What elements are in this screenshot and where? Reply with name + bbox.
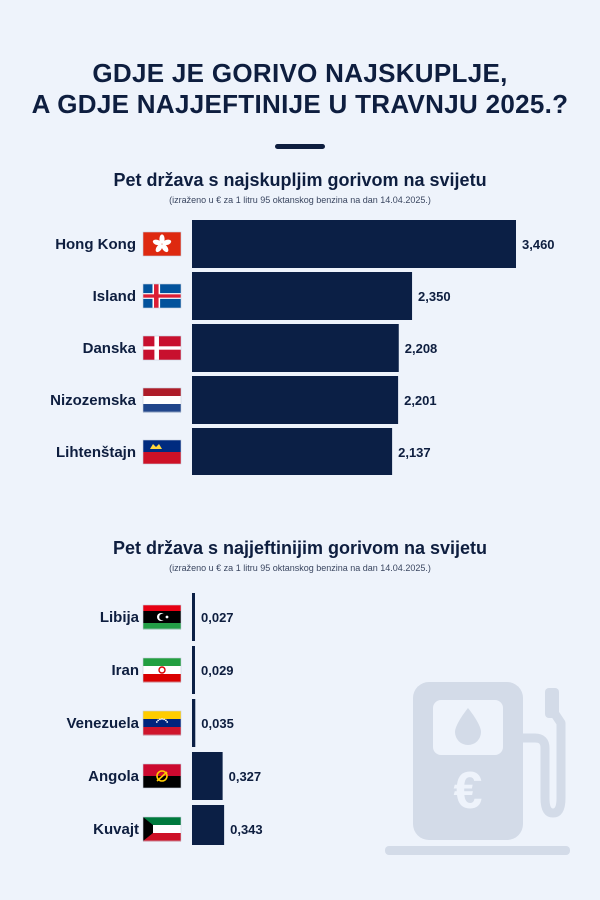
value-label: 3,460 [522,237,555,252]
flag-netherlands-icon [142,387,182,413]
bar-row-1: Hong Kong 3,460 [55,220,555,268]
bar-mark [192,376,399,424]
value-label: 0,035 [201,716,234,731]
flag-iceland-icon [142,283,182,309]
chart2-subtitle: (izraženo u € za 1 litru 95 oktanskog be… [169,563,431,573]
category-label: Iran [111,662,139,679]
value-label: 0,343 [230,822,263,837]
flag-liechtenstein-icon [142,439,182,465]
flag-kuwait-icon [142,816,182,842]
value-label: 2,137 [398,445,431,460]
bar-row-5: Kuvajt 0,343 [93,805,263,845]
category-label: Lihtenštajn [56,444,136,461]
flag-libya-icon [142,604,182,630]
bar-mark [192,699,196,747]
category-label: Hong Kong [55,236,136,253]
value-label: 2,350 [418,289,451,304]
bar-row-3: Venezuela 0,035 [66,699,234,747]
flag-iran-icon [142,657,182,683]
page-title: GDJE JE GORIVO NAJSKUPLJE, A GDJE NAJJEF… [0,58,600,120]
bar-row-3: Danska 2,208 [83,324,438,372]
bar-mark [192,805,225,845]
bar-mark [192,646,195,694]
category-label: Venezuela [66,715,139,732]
category-label: Angola [88,768,139,785]
chart1-subtitle: (izraženo u € za 1 litru 95 oktanskog be… [169,195,431,205]
flag-denmark-icon [142,335,182,361]
value-label: 0,327 [229,769,262,784]
chart1-title: Pet država s najskupljim gorivom na svij… [113,170,487,190]
flag-venezuela-icon [142,710,182,736]
bar-row-4: Nizozemska 2,201 [50,376,437,424]
category-label: Kuvajt [93,821,139,838]
bar-mark [192,272,413,320]
bar-mark [192,220,516,268]
value-label: 2,201 [404,393,437,408]
svg-text:€: € [454,762,483,820]
chart-most-expensive: Hong Kong 3,460 Island 2,350 Danska 2,208 Nizo… [50,220,555,475]
bar-mark [192,593,195,641]
bar-mark [192,324,399,372]
chart2-title: Pet država s najjeftinijim gorivom na sv… [112,538,488,558]
bar-row-4: Angola 0,327 [88,752,261,800]
category-label: Island [93,288,136,305]
value-label: 0,027 [201,610,234,625]
category-label: Danska [83,340,137,357]
bar-row-2: Island 2,350 [93,272,451,320]
title-line-1: GDJE JE GORIVO NAJSKUPLJE, [92,58,508,88]
bar-row-2: Iran 0,029 [111,646,234,694]
title-divider [275,144,325,149]
bar-mark [192,428,393,475]
category-label: Libija [100,609,140,626]
value-label: 2,208 [405,341,438,356]
bar-row-1: Libija 0,027 [100,593,234,641]
flag-angola-icon [142,763,182,789]
title-line-2: A GDJE NAJJEFTINIJE U TRAVNJU 2025.? [31,89,569,119]
category-label: Nizozemska [50,392,137,409]
value-label: 0,029 [201,663,234,678]
fuel-pump-euro-icon: € [385,682,570,855]
flag-hong-kong-icon [142,231,182,257]
bar-mark [192,752,223,800]
bar-row-5: Lihtenštajn 2,137 [56,428,431,475]
chart-cheapest: Libija 0,027 Iran 0,029 Venezuela 0,035 Angola… [66,593,263,845]
